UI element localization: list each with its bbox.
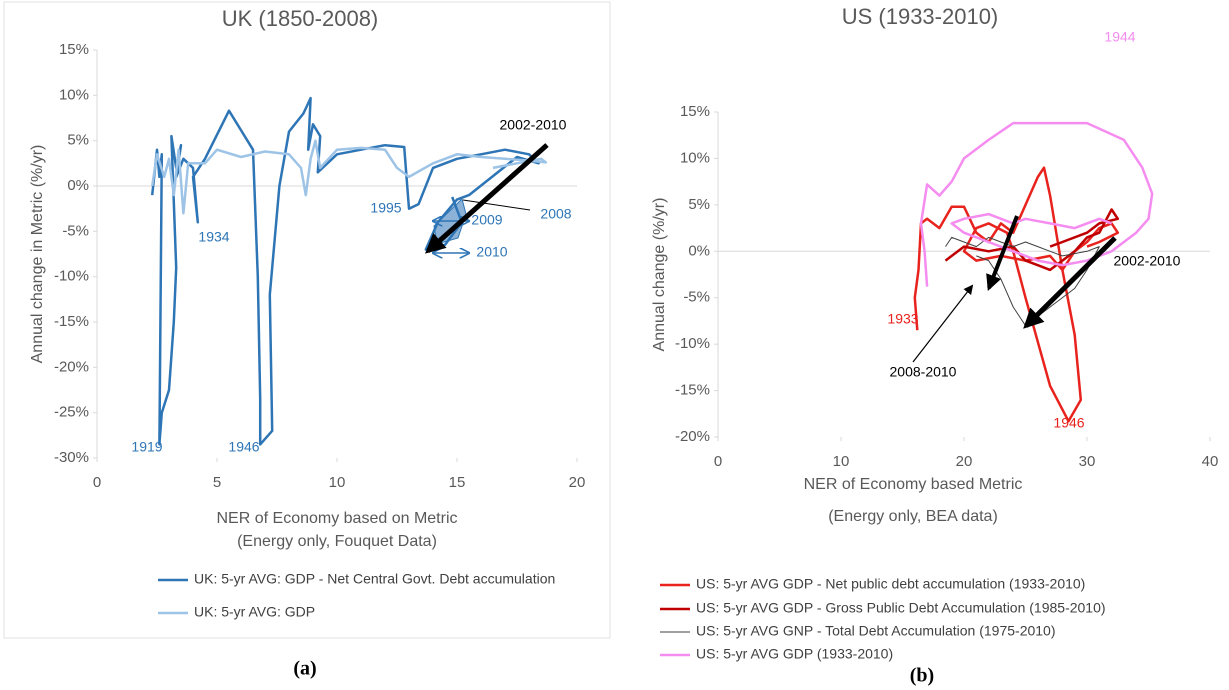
y-tick-label: 5% <box>67 132 89 149</box>
annotation: 2009 <box>471 212 502 228</box>
y-tick-label: -10% <box>675 335 710 352</box>
y-tick-label: 15% <box>680 103 710 120</box>
y-tick-label: -5% <box>62 222 89 239</box>
annotation: 1946 <box>1053 415 1084 431</box>
y-tick-label: 0% <box>688 242 710 259</box>
legend-label: UK: 5-yr AVG: GDP <box>194 604 315 620</box>
annotation: 1946 <box>228 439 259 455</box>
y-axis-title: Annual change in Metric (%/yr) <box>29 145 46 364</box>
arrow <box>1023 236 1117 329</box>
y-tick-label: -10% <box>54 268 89 285</box>
legend-label: UK: 5-yr AVG: GDP - Net Central Govt. De… <box>194 571 555 587</box>
pointer <box>462 199 531 211</box>
chart-title: UK (1850-2008) <box>222 6 379 31</box>
x-tick-label: 40 <box>1202 453 1219 470</box>
legend-label: US: 5-yr AVG GDP - Net public debt accum… <box>696 576 1085 592</box>
x-tick-label: 10 <box>833 453 850 470</box>
x-tick-label: 0 <box>714 453 722 470</box>
arrow <box>986 215 1019 291</box>
legend-label: US: 5-yr AVG GDP - Gross Public Debt Acc… <box>696 600 1106 616</box>
arrow <box>425 143 549 254</box>
x-axis-title: (Energy only, Fouquet Data) <box>237 533 437 550</box>
series-line <box>913 166 1120 423</box>
y-tick-label: -5% <box>683 289 710 306</box>
pointer <box>912 284 974 363</box>
y-tick-label: -30% <box>54 449 89 466</box>
x-tick-label: 10 <box>329 474 346 491</box>
y-tick-label: -25% <box>54 404 89 421</box>
annotation: 1944 <box>1104 29 1135 45</box>
annotation: 1995 <box>370 200 401 216</box>
chart-title: US (1933-2010) <box>842 4 999 29</box>
annotation: 2008-2010 <box>890 364 957 380</box>
series-line <box>150 96 540 446</box>
series-line <box>150 139 548 215</box>
y-tick-label: 15% <box>59 41 89 58</box>
x-axis-title: NER of Economy based on Metric <box>217 510 458 527</box>
x-tick-label: 0 <box>93 474 101 491</box>
x-axis-title: NER of Economy based Metric <box>804 476 1023 493</box>
y-tick-label: 10% <box>680 149 710 166</box>
y-tick-label: -20% <box>54 358 89 375</box>
annotation: 2010 <box>476 244 507 260</box>
x-tick-label: 15 <box>449 474 466 491</box>
annotation: 1934 <box>198 229 229 245</box>
annotation: 2002-2010 <box>1114 253 1181 269</box>
x-tick-label: 20 <box>956 453 973 470</box>
series-line <box>945 236 1100 327</box>
y-axis-title: Annual change (%/yr) <box>651 198 668 352</box>
panel-border <box>3 1 611 639</box>
legend-label: US: 5-yr AVG GDP (1933-2010) <box>696 646 893 662</box>
x-tick-label: 30 <box>1079 453 1096 470</box>
y-tick-label: -15% <box>54 313 89 330</box>
y-tick-label: 0% <box>67 177 89 194</box>
charts: UK (1850-2008) NER of Economy based on Me… <box>29 4 1218 687</box>
series-line <box>944 208 1120 272</box>
x-tick-label: 20 <box>569 474 586 491</box>
caption: (a) <box>293 658 316 680</box>
annotation: 2002-2010 <box>500 117 567 133</box>
x-tick-label: 5 <box>213 474 221 491</box>
y-tick-label: 10% <box>59 86 89 103</box>
caption: (b) <box>910 665 934 687</box>
annotation: 1919 <box>131 439 162 455</box>
y-tick-label: -15% <box>675 382 710 399</box>
annotation: 1933 <box>887 311 918 327</box>
legend-label: US: 5-yr AVG GNP - Total Debt Accumulati… <box>696 623 1056 639</box>
y-tick-label: 5% <box>688 196 710 213</box>
y-tick-label: -20% <box>675 428 710 445</box>
x-axis-title: (Energy only, BEA data) <box>828 508 998 525</box>
series-line <box>919 121 1154 287</box>
annotation: 2008 <box>540 206 571 222</box>
